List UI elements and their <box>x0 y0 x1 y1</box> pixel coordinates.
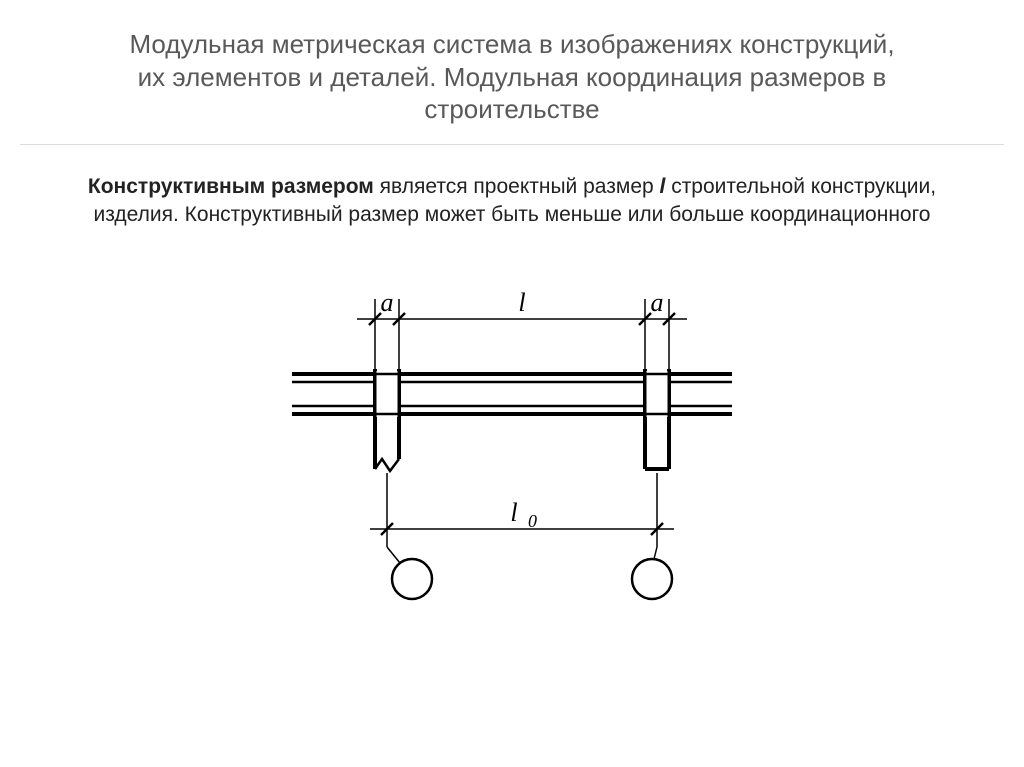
desc-bold: Конструктивным размером <box>88 175 374 198</box>
description: Конструктивным размером является проектн… <box>0 173 1024 250</box>
engineering-diagram: a l a <box>252 249 772 629</box>
axis-marker-right <box>632 559 672 599</box>
desc-part1: является проектный размер <box>374 175 660 198</box>
axis-marker-left <box>392 559 432 599</box>
diagram-container: a l a <box>0 249 1024 629</box>
dim-label-a-left: a <box>381 288 394 317</box>
dim-label-a-right: a <box>651 288 664 317</box>
dim-label-l: l <box>518 288 525 317</box>
page-title: Модульная метрическая система в изображе… <box>0 0 1024 144</box>
dim-label-l0: l <box>510 498 517 527</box>
dim-label-l0-sub: 0 <box>528 511 537 531</box>
divider <box>20 144 1004 145</box>
